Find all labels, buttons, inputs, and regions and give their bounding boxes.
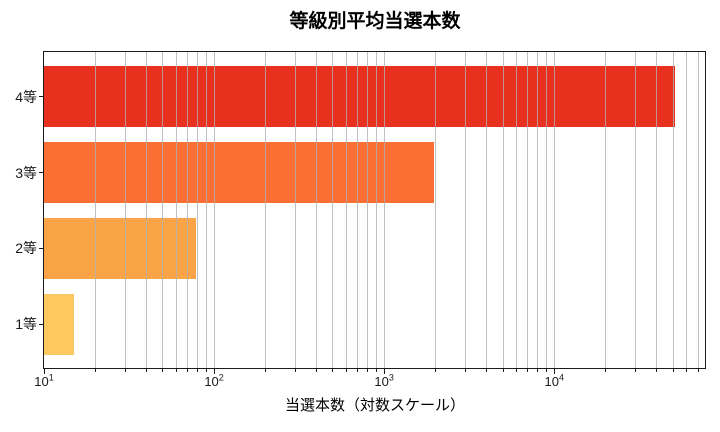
gridline <box>357 52 359 368</box>
x-minor-tick <box>294 369 296 372</box>
x-minor-tick <box>187 369 189 372</box>
x-minor-tick <box>367 369 369 372</box>
gridline <box>367 52 369 368</box>
gridline <box>332 52 334 368</box>
x-minor-tick <box>545 369 547 372</box>
x-major-tick <box>43 369 45 374</box>
x-minor-tick <box>672 369 674 372</box>
x-major-tick <box>383 369 385 374</box>
x-minor-tick <box>94 369 96 372</box>
x-minor-tick <box>205 369 207 372</box>
gridline <box>537 52 539 368</box>
x-minor-tick <box>697 369 699 372</box>
x-tick-exponent: 2 <box>218 372 224 383</box>
x-minor-tick <box>332 369 334 372</box>
x-tick-label: 101 <box>34 372 54 389</box>
x-tick-label: 103 <box>374 372 394 389</box>
x-tick-label: 102 <box>204 372 224 389</box>
x-minor-tick <box>634 369 636 372</box>
x-minor-tick <box>656 369 658 372</box>
x-minor-tick <box>527 369 529 372</box>
x-tick-label: 104 <box>544 372 564 389</box>
gridline <box>656 52 658 368</box>
x-minor-tick <box>502 369 504 372</box>
y-tick-label-1等: 1等 <box>15 316 37 333</box>
gridline <box>686 52 688 368</box>
x-minor-tick <box>357 369 359 372</box>
x-minor-tick <box>516 369 518 372</box>
gridline <box>315 52 317 368</box>
gridline <box>486 52 488 368</box>
x-minor-tick <box>175 369 177 372</box>
gridline <box>502 52 504 368</box>
x-minor-tick <box>434 369 436 372</box>
bar-1等 <box>44 293 74 355</box>
bar-2等 <box>44 218 196 279</box>
plot-area <box>43 51 706 369</box>
gridline <box>672 52 674 368</box>
x-tick-exponent: 4 <box>558 372 564 383</box>
gridline <box>634 52 636 368</box>
gridline <box>264 52 266 368</box>
y-tick <box>39 96 43 98</box>
gridline <box>516 52 518 368</box>
gridline <box>345 52 347 368</box>
bar-4等 <box>44 66 675 128</box>
x-minor-tick <box>145 369 147 372</box>
x-axis-label: 当選本数（対数スケール） <box>284 397 465 414</box>
y-tick-label-2等: 2等 <box>15 240 37 257</box>
x-minor-tick <box>486 369 488 372</box>
y-tick <box>39 172 43 174</box>
x-minor-tick <box>464 369 466 372</box>
gridline <box>175 52 177 368</box>
chart-title: 等級別平均当選本数 <box>289 11 461 32</box>
x-minor-tick <box>264 369 266 372</box>
gridline <box>205 52 207 368</box>
bar-3等 <box>44 142 434 203</box>
gridline <box>197 52 199 368</box>
x-minor-tick <box>604 369 606 372</box>
gridline <box>162 52 164 368</box>
gridline <box>464 52 466 368</box>
gridline <box>294 52 296 368</box>
gridline <box>434 52 436 368</box>
gridline <box>604 52 606 368</box>
x-minor-tick <box>124 369 126 372</box>
gridline <box>145 52 147 368</box>
gridline <box>213 52 215 368</box>
x-minor-tick <box>162 369 164 372</box>
gridline <box>527 52 529 368</box>
y-tick-label-3等: 3等 <box>15 164 37 181</box>
x-major-tick <box>213 369 215 374</box>
gridline <box>187 52 189 368</box>
x-major-tick <box>553 369 555 374</box>
gridline <box>383 52 385 368</box>
gridline <box>375 52 377 368</box>
x-tick-exponent: 1 <box>48 372 54 383</box>
gridline <box>124 52 126 368</box>
y-tick <box>39 247 43 249</box>
y-tick-label-4等: 4等 <box>15 88 37 105</box>
gridline <box>553 52 555 368</box>
x-minor-tick <box>345 369 347 372</box>
x-minor-tick <box>315 369 317 372</box>
gridline <box>94 52 96 368</box>
x-tick-exponent: 3 <box>388 372 394 383</box>
gridline <box>545 52 547 368</box>
x-minor-tick <box>686 369 688 372</box>
x-minor-tick <box>537 369 539 372</box>
x-minor-tick <box>375 369 377 372</box>
gridline <box>697 52 699 368</box>
y-tick <box>39 323 43 325</box>
x-minor-tick <box>197 369 199 372</box>
